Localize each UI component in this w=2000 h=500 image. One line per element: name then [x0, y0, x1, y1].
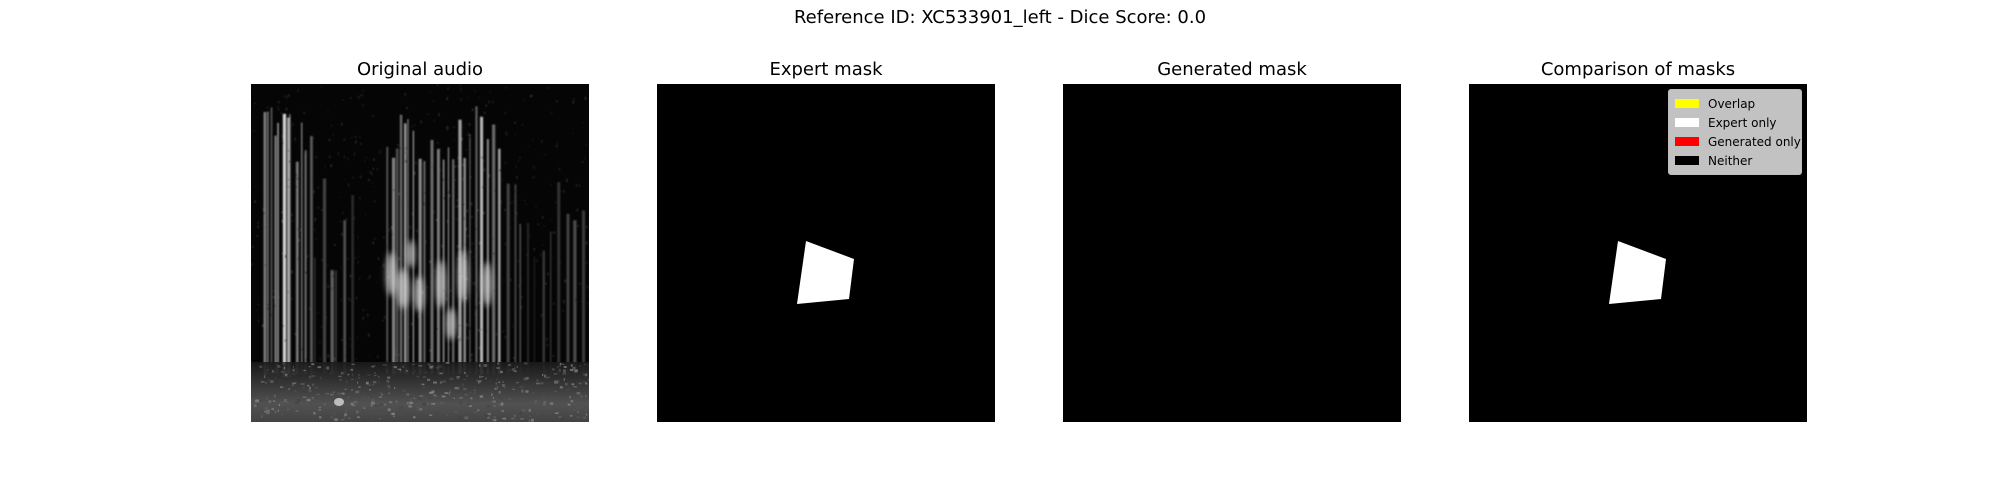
generated-mask-image — [1063, 84, 1401, 422]
legend-label: Expert only — [1708, 115, 1777, 130]
legend-item-neither: Neither — [1675, 151, 1795, 170]
figure-title: Reference ID: XC533901_left - Dice Score… — [793, 7, 1207, 28]
expert-only-swatch — [1675, 118, 1699, 127]
legend-label: Neither — [1708, 153, 1753, 168]
generated-mask-panel — [1063, 84, 1401, 422]
legend: Overlap Expert only Generated only Neith… — [1668, 89, 1802, 175]
expert-mask-panel — [657, 84, 995, 422]
expert-mask-title: Expert mask — [769, 59, 883, 80]
legend-item-overlap: Overlap — [1675, 94, 1795, 113]
legend-item-expert-only: Expert only — [1675, 113, 1795, 132]
expert-mask-image — [657, 84, 995, 422]
original-audio-title: Original audio — [356, 59, 484, 80]
legend-label: Overlap — [1708, 96, 1756, 111]
original-audio-spectrogram — [251, 84, 589, 422]
comparison-panel: Overlap Expert only Generated only Neith… — [1469, 84, 1807, 422]
generated-mask-title: Generated mask — [1157, 59, 1307, 80]
neither-swatch — [1675, 156, 1699, 165]
expert-only-region — [1609, 241, 1666, 304]
spectrogram-image — [251, 84, 589, 422]
comparison-title: Comparison of masks — [1540, 59, 1736, 80]
legend-item-generated-only: Generated only — [1675, 132, 1801, 151]
generated-only-swatch — [1675, 137, 1699, 146]
overlap-swatch — [1675, 99, 1699, 108]
expert-mask-region — [797, 241, 854, 304]
legend-label: Generated only — [1708, 134, 1801, 149]
